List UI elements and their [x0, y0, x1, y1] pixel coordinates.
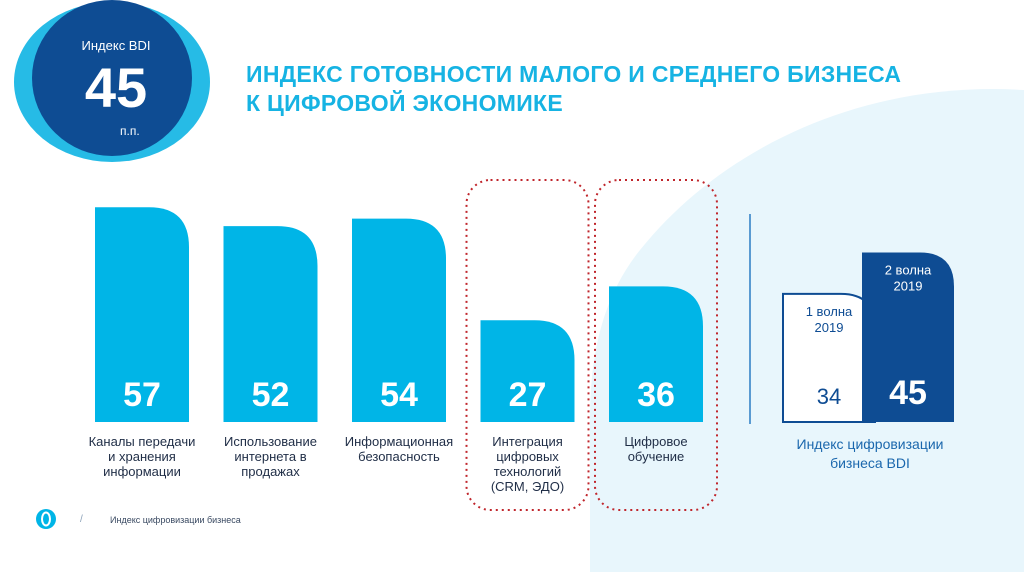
bar-1: [95, 207, 189, 422]
category-label-line: и хранения: [108, 449, 176, 464]
category-label-4: Интеграция цифровых технологий (CRM, ЭДО): [458, 434, 598, 494]
bdi-bar-value-1: 34: [817, 384, 841, 409]
badge-unit: п.п.: [120, 124, 140, 138]
category-label-1: Каналы передачи и хранения информации: [72, 434, 212, 479]
bar-2: [223, 226, 318, 422]
title-line-2: К ЦИФРОВОЙ ЭКОНОМИКЕ: [246, 90, 564, 116]
highlight-frame-4: [465, 179, 590, 511]
category-label-line: цифровых: [496, 449, 559, 464]
bar-value-2: 52: [252, 376, 290, 414]
category-label-line: Каналы передачи: [88, 434, 196, 449]
footer-separator: /: [80, 514, 83, 525]
category-label-line: технологий: [493, 464, 562, 479]
category-label-line: Информационная: [344, 434, 454, 449]
category-label-line: (CRM, ЭДО): [490, 479, 565, 494]
bdi-caption-line-1: Индекс цифровизации: [796, 436, 944, 452]
category-label-line: продажах: [241, 464, 300, 479]
bar-4: [480, 320, 575, 422]
category-label-line: интернета в: [234, 449, 307, 464]
badge-value: 45: [84, 56, 148, 119]
footer-text: Индекс цифровизации бизнеса: [110, 515, 241, 525]
bar-value-3: 54: [380, 376, 418, 414]
bdi-caption-line-2: бизнеса BDI: [830, 455, 910, 471]
category-label-line: безопасность: [358, 449, 440, 464]
bar-value-1: 57: [123, 376, 161, 414]
bdi-bar-label-1: 1 волна: [806, 304, 853, 319]
category-label-5: Цифровое обучение: [586, 434, 726, 464]
bdi-bar-label-2: 2 волна: [885, 263, 932, 278]
category-label-3: Информационная безопасность: [329, 434, 469, 464]
category-label-2: Использование интернета в продажах: [201, 434, 341, 479]
bar-value-4: 27: [509, 376, 547, 414]
category-label-line: Интеграция: [492, 434, 563, 449]
highlight-frame-5: [594, 179, 718, 511]
badge-label: Индекс BDI: [81, 38, 151, 53]
bdi-bar-value-2: 45: [889, 374, 927, 412]
bdi-bar-label-1: 2019: [815, 320, 844, 335]
bdi-caption: Индекс цифровизации бизнеса BDI: [760, 435, 980, 473]
category-label-line: Использование: [224, 434, 317, 449]
bar-value-5: 36: [637, 376, 675, 414]
badge-circle: [32, 0, 192, 156]
title-line-1: ИНДЕКС ГОТОВНОСТИ МАЛОГО И СРЕДНЕГО БИЗН…: [246, 61, 902, 87]
bank-logo-icon: [36, 509, 56, 529]
bdi-bar-2: [862, 252, 954, 422]
bar-3: [352, 218, 446, 422]
bdi-bar-label-2: 2019: [894, 279, 923, 294]
category-label-line: обучение: [627, 449, 685, 464]
bar-5: [609, 286, 703, 422]
category-label-line: Цифровое: [624, 434, 688, 449]
page-title: ИНДЕКС ГОТОВНОСТИ МАЛОГО И СРЕДНЕГО БИЗН…: [246, 60, 946, 118]
category-label-line: информации: [103, 464, 181, 479]
